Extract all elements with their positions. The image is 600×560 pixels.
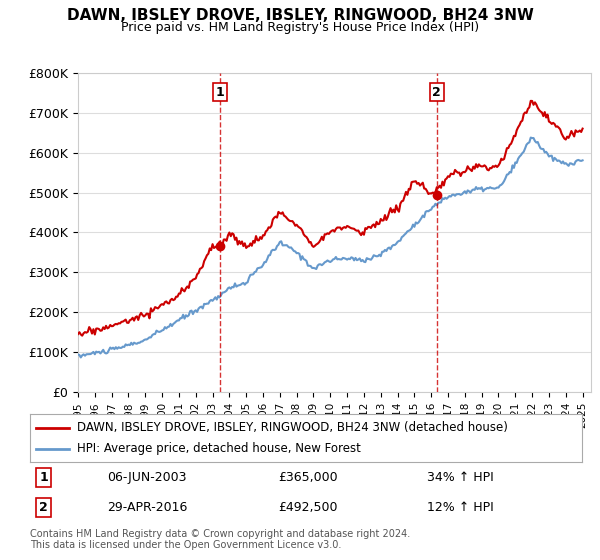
- Text: Price paid vs. HM Land Registry's House Price Index (HPI): Price paid vs. HM Land Registry's House …: [121, 21, 479, 34]
- Text: HPI: Average price, detached house, New Forest: HPI: Average price, detached house, New …: [77, 442, 361, 455]
- Text: 1: 1: [40, 471, 48, 484]
- Text: 29-APR-2016: 29-APR-2016: [107, 501, 188, 514]
- Text: 06-JUN-2003: 06-JUN-2003: [107, 471, 187, 484]
- Text: £365,000: £365,000: [278, 471, 338, 484]
- Text: 12% ↑ HPI: 12% ↑ HPI: [427, 501, 494, 514]
- Text: 1: 1: [215, 86, 224, 99]
- Text: DAWN, IBSLEY DROVE, IBSLEY, RINGWOOD, BH24 3NW: DAWN, IBSLEY DROVE, IBSLEY, RINGWOOD, BH…: [67, 8, 533, 24]
- Text: £492,500: £492,500: [278, 501, 338, 514]
- Text: 34% ↑ HPI: 34% ↑ HPI: [427, 471, 494, 484]
- Text: DAWN, IBSLEY DROVE, IBSLEY, RINGWOOD, BH24 3NW (detached house): DAWN, IBSLEY DROVE, IBSLEY, RINGWOOD, BH…: [77, 421, 508, 434]
- Text: 2: 2: [433, 86, 441, 99]
- Text: 2: 2: [40, 501, 48, 514]
- Text: This data is licensed under the Open Government Licence v3.0.: This data is licensed under the Open Gov…: [30, 540, 341, 550]
- Text: Contains HM Land Registry data © Crown copyright and database right 2024.: Contains HM Land Registry data © Crown c…: [30, 529, 410, 539]
